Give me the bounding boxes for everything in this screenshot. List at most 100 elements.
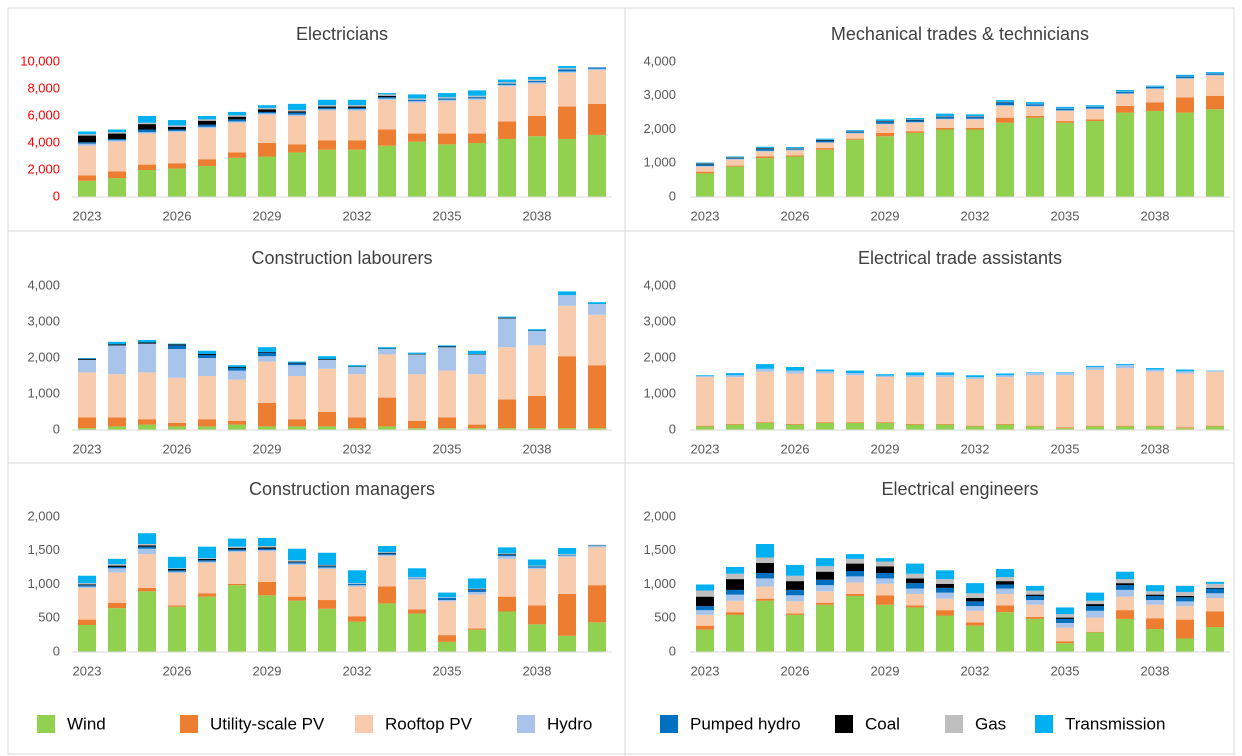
- y-tick-label: 4,000: [643, 53, 676, 68]
- bar-segment: [936, 372, 954, 375]
- bar-segment: [498, 556, 516, 559]
- bar-segment: [936, 424, 954, 430]
- bar-segment: [906, 423, 924, 425]
- bar-segment: [876, 122, 894, 124]
- bar-segment: [408, 568, 426, 578]
- bar-segment: [168, 130, 186, 133]
- y-tick-label: 1,500: [27, 542, 60, 557]
- bar-segment: [288, 560, 306, 562]
- bar-segment: [966, 116, 984, 119]
- bar-segment: [378, 603, 396, 652]
- bar-segment: [288, 596, 306, 601]
- x-tick-label: 2038: [1141, 663, 1170, 678]
- bar-segment: [438, 592, 456, 598]
- bar-segment: [78, 143, 96, 146]
- x-tick-label: 2023: [691, 441, 720, 456]
- bar-segment: [108, 608, 126, 652]
- bar-segment: [258, 551, 276, 582]
- bar-segment: [198, 354, 216, 356]
- bar-segment: [108, 341, 126, 345]
- bar-segment: [996, 605, 1014, 613]
- bar-segment: [408, 609, 426, 614]
- x-tick-label: 2023: [73, 663, 102, 678]
- bar-segment: [726, 373, 744, 376]
- bar-segment: [378, 552, 396, 554]
- bar-segment: [966, 119, 984, 128]
- bar-segment: [1116, 365, 1134, 369]
- bar-segment: [1146, 604, 1164, 619]
- x-tick-label: 2029: [253, 208, 282, 223]
- bar-segment: [168, 568, 186, 571]
- x-tick-label: 2038: [523, 441, 552, 456]
- bar-segment: [846, 132, 864, 134]
- bar-segment: [1116, 105, 1134, 113]
- bar-segment: [468, 578, 486, 589]
- bar-segment: [1116, 585, 1134, 590]
- bar-segment: [528, 559, 546, 566]
- bar-segment: [498, 83, 516, 85]
- bar-segment: [198, 546, 216, 559]
- bar-segment: [258, 109, 276, 112]
- bar-segment: [816, 422, 834, 430]
- bar-segment: [696, 596, 714, 607]
- bar-segment: [1086, 604, 1104, 607]
- bar-segment: [936, 129, 954, 197]
- bar-segment: [588, 302, 606, 304]
- bar-segment: [846, 130, 864, 132]
- bar-segment: [1026, 102, 1044, 104]
- bar-segment: [846, 370, 864, 374]
- bar-segment: [1146, 88, 1164, 89]
- bar-segment: [1146, 618, 1164, 630]
- bar-segment: [198, 159, 216, 166]
- bar-segment: [906, 583, 924, 589]
- bar-segment: [408, 579, 426, 610]
- bar-segment: [288, 152, 306, 197]
- bar-segment: [438, 601, 456, 636]
- bar-segment: [408, 98, 426, 100]
- bar-segment: [138, 533, 156, 544]
- legend-swatch: [835, 715, 853, 733]
- bar-segment: [378, 347, 396, 349]
- bar-segment: [78, 145, 96, 176]
- bar-segment: [756, 368, 774, 372]
- bar-segment: [108, 133, 126, 139]
- bar-segment: [138, 591, 156, 652]
- x-tick-label: 2035: [1051, 208, 1080, 223]
- bar-segment: [108, 345, 126, 375]
- bar-segment: [996, 577, 1014, 582]
- bar-segment: [318, 140, 336, 150]
- bar-segment: [996, 105, 1014, 118]
- bar-segment: [168, 168, 186, 197]
- y-tick-label: 2,000: [643, 349, 676, 364]
- bar-segment: [348, 107, 366, 110]
- bar-segment: [378, 129, 396, 146]
- bar-segment: [1206, 371, 1224, 426]
- bar-segment: [726, 156, 744, 158]
- chart-title: Electrical engineers: [881, 479, 1038, 499]
- bar-segment: [468, 589, 486, 590]
- bar-segment: [468, 424, 486, 429]
- x-tick-label: 2032: [961, 663, 990, 678]
- bar-segment: [78, 134, 96, 136]
- bar-segment: [528, 395, 546, 429]
- bar-segment: [378, 354, 396, 398]
- bar-segment: [756, 156, 774, 159]
- bar-segment: [696, 629, 714, 652]
- bar-segment: [816, 591, 834, 603]
- bar-segment: [438, 600, 456, 602]
- bar-segment: [816, 558, 834, 567]
- bar-segment: [786, 367, 804, 371]
- bar-segment: [936, 592, 954, 599]
- bar-segment: [498, 318, 516, 348]
- y-tick-label: 0: [53, 188, 60, 203]
- bar-segment: [1026, 104, 1044, 106]
- bar-segment: [228, 583, 246, 586]
- bar-segment: [1146, 594, 1164, 596]
- bar-segment: [378, 99, 396, 130]
- bar-segment: [876, 422, 894, 423]
- bar-segment: [108, 558, 126, 565]
- bar-segment: [558, 428, 576, 430]
- bar-segment: [408, 577, 426, 579]
- y-tick-label: 4,000: [27, 277, 60, 292]
- bar-segment: [966, 425, 984, 427]
